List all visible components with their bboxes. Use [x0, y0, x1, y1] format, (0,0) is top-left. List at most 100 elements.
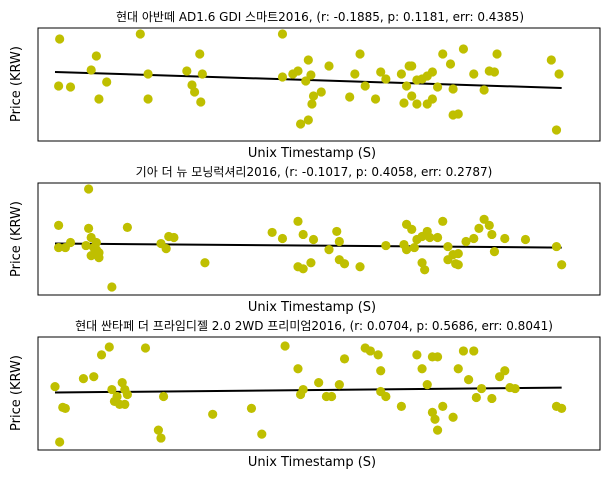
scatter-point [196, 97, 206, 107]
scatter-point [117, 378, 127, 388]
scatter-point [407, 61, 417, 71]
scatter-point [301, 76, 311, 86]
scatter-point [432, 352, 443, 362]
chart-title: 현대 아반떼 AD1.6 GDI 스마트2016, (r: -0.1885, p… [116, 10, 524, 24]
scatter-point [54, 220, 64, 230]
scatter-point [412, 99, 422, 109]
scatter-point [65, 237, 76, 248]
scatter-point [120, 384, 130, 395]
scatter-point [461, 236, 471, 247]
scatter-point [308, 91, 319, 101]
scatter-point [487, 229, 497, 240]
scatter-point [158, 391, 169, 402]
scatter-point [161, 243, 171, 254]
scatter-point [293, 66, 303, 76]
scatter-point [557, 260, 567, 270]
scatter-point [438, 49, 448, 59]
scatter-point [422, 99, 432, 109]
scatter-point [409, 242, 419, 253]
scatter-point [339, 259, 350, 269]
scatter-point [420, 265, 430, 275]
scatter-point [81, 240, 91, 251]
scatter-point [546, 55, 556, 65]
scatter-point [469, 233, 479, 244]
scatter-point [417, 258, 427, 268]
scatter-point [153, 425, 163, 435]
scatter-point [326, 391, 337, 402]
scatter-point [432, 425, 443, 435]
scatter-point [280, 341, 290, 351]
scatter-point [143, 69, 153, 79]
scatter-point [277, 29, 288, 39]
scatter-point [120, 399, 130, 409]
scatter-point [381, 74, 391, 84]
scatter-point [427, 67, 438, 77]
scatter-point [91, 51, 101, 61]
scatter-point [303, 55, 313, 65]
scatter-point [293, 364, 303, 374]
scatter-point [102, 77, 112, 87]
plot-frame [37, 336, 601, 451]
scatter-point [554, 69, 564, 79]
scatter-point [500, 233, 510, 244]
scatter-point [479, 214, 489, 224]
scatter-point [316, 87, 326, 97]
scatter-point [189, 87, 200, 97]
scatter-point [520, 234, 531, 245]
scatter-point [104, 342, 114, 352]
scatter-point [350, 69, 360, 79]
scatter-point [267, 227, 277, 238]
scatter-point [381, 391, 391, 402]
scatter-point [376, 366, 386, 376]
chart-title: 기아 더 뉴 모닝럭셔리2016, (r: -0.1017, p: 0.4058… [136, 165, 493, 179]
x-axis-label: Unix Timestamp (S) [248, 300, 376, 315]
scatter-point [140, 343, 151, 353]
scatter-point [96, 350, 107, 360]
scatter-point [298, 384, 308, 395]
scatter-point [78, 374, 89, 384]
scatter-point [469, 346, 479, 356]
scatter-point [476, 383, 487, 394]
scatter-point [303, 115, 313, 125]
scatter-point [156, 433, 166, 443]
scatter-point [551, 241, 562, 252]
regression-line [54, 242, 562, 249]
scatter-point [464, 375, 474, 385]
scatter-point [306, 258, 316, 268]
scatter-point [295, 119, 306, 129]
scatter-point [492, 49, 502, 59]
scatter-point [469, 69, 479, 79]
scatter-point [54, 81, 64, 91]
scatter-point [474, 223, 484, 233]
scatter-point [495, 372, 505, 382]
scatter-point [458, 346, 469, 356]
scatter-point [55, 437, 65, 447]
scatter-point [197, 69, 207, 79]
scatter-point [334, 236, 344, 247]
scatter-point [107, 384, 117, 395]
scatter-point [293, 216, 303, 226]
scatter-point [489, 67, 500, 77]
scatter-point [257, 429, 267, 439]
chart-panel-3: 현대 싼타페 더 프라임디젤 2.0 2WD 프리미엄2016, (r: 0.0… [9, 319, 601, 470]
scatter-point [86, 251, 96, 261]
scatter-point [122, 222, 132, 232]
scatter-point [332, 226, 342, 237]
scatter-point [471, 392, 481, 403]
scatter-point [453, 109, 463, 119]
scatter-point [277, 233, 288, 244]
scatter-point [438, 401, 448, 411]
scatter-point [306, 70, 316, 80]
scatter-point [339, 354, 350, 364]
scatter-point [427, 407, 438, 417]
scatter-point [355, 49, 365, 59]
scatter-point [396, 401, 406, 411]
scatter-point [417, 364, 427, 374]
chart-panel-2: 기아 더 뉴 모닝럭셔리2016, (r: -0.1017, p: 0.4058… [9, 165, 601, 315]
scatter-point [65, 82, 76, 92]
scatter-point [412, 350, 422, 360]
scatter-point [453, 249, 463, 259]
x-axis-label: Unix Timestamp (S) [248, 455, 376, 470]
scatter-point [355, 262, 365, 272]
scatter-point [84, 223, 94, 233]
